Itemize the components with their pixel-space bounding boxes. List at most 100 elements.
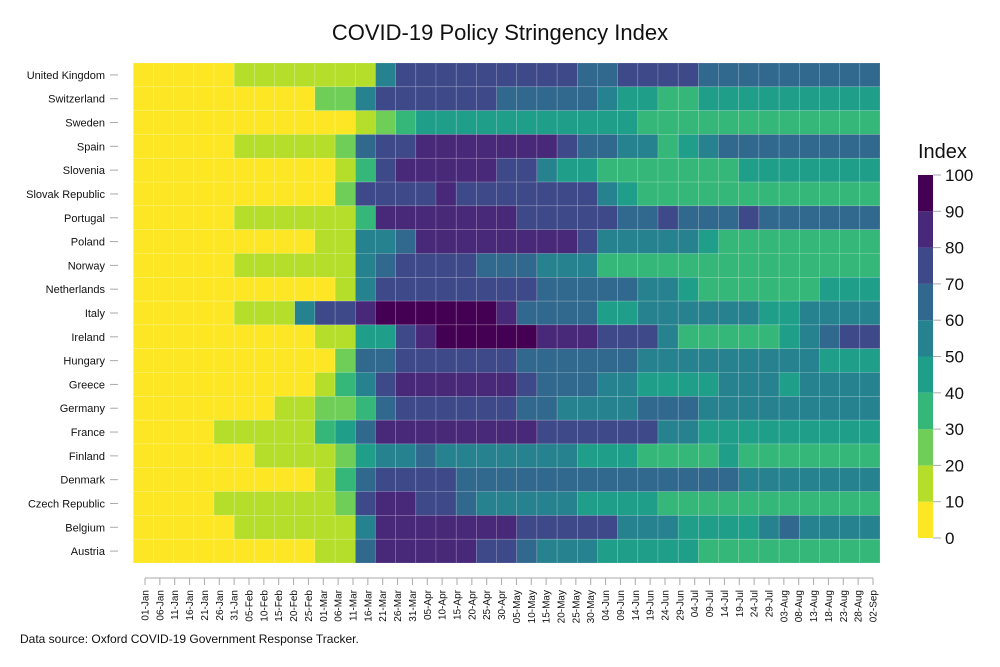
heatmap-cell bbox=[496, 110, 518, 135]
x-tick-label: 19-Jun bbox=[646, 590, 657, 621]
x-tick-label: 02-Sep bbox=[869, 590, 880, 623]
heatmap-cell bbox=[859, 324, 881, 350]
heatmap-cell bbox=[395, 253, 417, 278]
heatmap-cell bbox=[476, 396, 497, 421]
heatmap-cell bbox=[334, 300, 356, 326]
heatmap-cell bbox=[233, 372, 255, 397]
heatmap-cell bbox=[718, 324, 740, 350]
heatmap-cell bbox=[839, 372, 861, 397]
heatmap-cell bbox=[173, 372, 195, 397]
heatmap-cell bbox=[556, 348, 578, 373]
heatmap-cell bbox=[576, 443, 598, 469]
heatmap-cell bbox=[153, 86, 174, 111]
heatmap-cell bbox=[294, 467, 316, 492]
heatmap-cell bbox=[173, 491, 195, 516]
heatmap-cell bbox=[213, 348, 235, 373]
heatmap-cell bbox=[556, 134, 578, 159]
heatmap-cell bbox=[516, 515, 538, 540]
heatmap-cell bbox=[597, 253, 618, 278]
heatmap-cell bbox=[354, 372, 376, 397]
heatmap-cell bbox=[677, 324, 699, 350]
heatmap-cell bbox=[597, 324, 618, 350]
heatmap-cell bbox=[435, 538, 457, 564]
heatmap-cell bbox=[617, 443, 639, 469]
heatmap-cell bbox=[677, 229, 699, 254]
x-tick-label: 20-Feb bbox=[289, 590, 300, 622]
heatmap-cell bbox=[516, 491, 538, 516]
heatmap-cell bbox=[173, 467, 195, 492]
heatmap-cell bbox=[576, 372, 598, 397]
heatmap-cell bbox=[718, 467, 740, 492]
heatmap-cell bbox=[576, 324, 598, 350]
heatmap-cell bbox=[153, 110, 174, 135]
heatmap-cell bbox=[798, 396, 820, 421]
heatmap-cell bbox=[415, 253, 437, 278]
heatmap-cell bbox=[556, 205, 578, 230]
heatmap-cell bbox=[153, 134, 174, 159]
heatmap-cell bbox=[375, 491, 396, 516]
heatmap-cell bbox=[476, 276, 497, 302]
heatmap-cell bbox=[637, 157, 659, 183]
heatmap-cell bbox=[213, 110, 235, 135]
heatmap-cell bbox=[657, 443, 679, 469]
legend-tick-label: 0 bbox=[945, 529, 954, 548]
heatmap-cell bbox=[375, 538, 396, 564]
heatmap-cell bbox=[778, 181, 800, 207]
heatmap-cell bbox=[133, 300, 154, 326]
heatmap-cell bbox=[698, 491, 719, 516]
heatmap-cell bbox=[657, 324, 679, 350]
heatmap-cell bbox=[798, 181, 820, 207]
heatmap-cell bbox=[637, 62, 659, 88]
heatmap-cell bbox=[133, 62, 154, 88]
x-tick-label: 16-Jan bbox=[185, 590, 196, 621]
heatmap-cell bbox=[839, 491, 861, 516]
heatmap-cell bbox=[597, 396, 618, 421]
heatmap-cell bbox=[314, 372, 336, 397]
heatmap-cell bbox=[233, 134, 255, 159]
heatmap-cell bbox=[476, 205, 497, 230]
heatmap-cell bbox=[455, 467, 477, 492]
heatmap-cell bbox=[395, 538, 417, 564]
heatmap-cell bbox=[637, 348, 659, 373]
heatmap-cell bbox=[617, 300, 639, 326]
heatmap-cell bbox=[738, 229, 760, 254]
heatmap-cell bbox=[254, 276, 275, 302]
heatmap-cell bbox=[677, 181, 699, 207]
heatmap-cell bbox=[395, 157, 417, 183]
heatmap-cell bbox=[597, 229, 618, 254]
heatmap-cell bbox=[274, 157, 296, 183]
heatmap-cell bbox=[677, 205, 699, 230]
heatmap-cell bbox=[637, 443, 659, 469]
heatmap-cell bbox=[354, 276, 376, 302]
heatmap-cell bbox=[819, 62, 840, 88]
x-tick-label: 10-Feb bbox=[259, 590, 270, 622]
heatmap-cell bbox=[617, 229, 639, 254]
heatmap-cell bbox=[516, 419, 538, 445]
country-label: Netherlands bbox=[46, 284, 106, 296]
heatmap-cell bbox=[193, 134, 215, 159]
heatmap-cell bbox=[254, 253, 275, 278]
heatmap-cell bbox=[798, 419, 820, 445]
heatmap-cell bbox=[698, 300, 719, 326]
legend-tick-label: 50 bbox=[945, 348, 964, 367]
heatmap-cell bbox=[334, 157, 356, 183]
legend-color-bin bbox=[918, 247, 933, 284]
heatmap-cell bbox=[435, 419, 457, 445]
heatmap-cell bbox=[819, 86, 840, 111]
heatmap-cell bbox=[677, 276, 699, 302]
heatmap-cell bbox=[798, 86, 820, 111]
heatmap-cell bbox=[637, 324, 659, 350]
heatmap-cell bbox=[193, 300, 215, 326]
data-source-note: Data source: Oxford COVID-19 Government … bbox=[20, 632, 359, 646]
heatmap-cell bbox=[354, 396, 376, 421]
heatmap-cell bbox=[718, 419, 740, 445]
heatmap-cell bbox=[677, 348, 699, 373]
heatmap-cell bbox=[213, 253, 235, 278]
heatmap-cell bbox=[819, 181, 840, 207]
heatmap-cell bbox=[536, 324, 558, 350]
heatmap-cell bbox=[516, 348, 538, 373]
x-tick-label: 16-Mar bbox=[363, 589, 374, 621]
heatmap-cell bbox=[698, 515, 719, 540]
heatmap-cell bbox=[395, 300, 417, 326]
